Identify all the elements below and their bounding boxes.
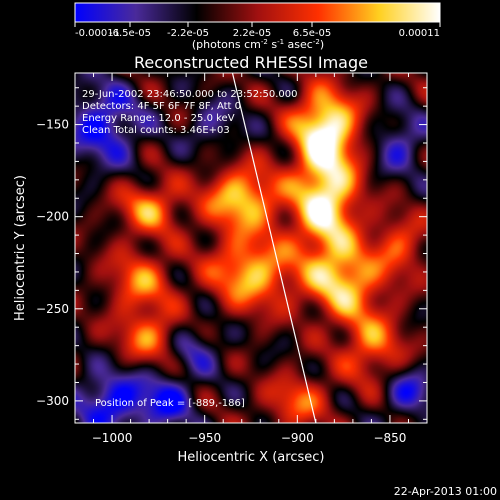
heatmap-area bbox=[75, 73, 427, 423]
y-tick-label: −200 bbox=[36, 210, 69, 224]
annotation-line: Clean Total counts: 3.46E+03 bbox=[82, 125, 230, 136]
y-axis: −300 −250 −200 −150 bbox=[36, 87, 427, 420]
solar-limb-line bbox=[231, 73, 317, 423]
x-tick-label: −1000 bbox=[92, 431, 133, 445]
y-axis-label: Heliocentric Y (arcsec) bbox=[13, 175, 28, 321]
y-tick-label: −250 bbox=[36, 302, 69, 316]
plot-frame bbox=[74, 72, 428, 424]
colorbar-tick-label: 2.2e-05 bbox=[233, 28, 271, 39]
y-tick-label: −300 bbox=[36, 394, 69, 408]
annotation-block: 29-Jun-2002 23:46:50.000 to 23:52:50.000… bbox=[82, 89, 298, 136]
annotation-line: Detectors: 4F 5F 6F 7F 8F, Att 0 bbox=[82, 101, 241, 112]
colorbar-tick-label: -2.2e-05 bbox=[167, 28, 209, 39]
x-tick-label: −900 bbox=[281, 431, 314, 445]
colorbar-tick-label: 6.5e-05 bbox=[293, 28, 331, 39]
x-tick-label: −950 bbox=[188, 431, 221, 445]
colorbar-tick-label: -0.00011 bbox=[75, 28, 120, 39]
y-tick-label: −150 bbox=[36, 118, 69, 132]
chart-title: Reconstructed RHESSI Image bbox=[134, 53, 368, 72]
colorbar-gradient bbox=[74, 2, 441, 23]
annotation-line: 29-Jun-2002 23:46:50.000 to 23:52:50.000 bbox=[82, 89, 298, 100]
footer-date: 22-Apr-2013 01:00 bbox=[394, 485, 497, 498]
x-axis-label: Heliocentric X (arcsec) bbox=[178, 450, 325, 465]
colorbar: -0.00011-6.5e-05 -2.2e-05 2.2e-05 6.5e-05 0.… bbox=[74, 2, 441, 51]
x-axis: −1000 −950 −900 −850 bbox=[92, 73, 428, 445]
annotation-line: Energy Range: 12.0 - 25.0 keV bbox=[82, 113, 235, 124]
x-tick-label: −850 bbox=[373, 431, 406, 445]
colorbar-units: (photons cm-2 s-1 asec-2) bbox=[192, 38, 324, 51]
colorbar-tick-label: 0.00011 bbox=[399, 28, 440, 39]
peak-position-label: Position of Peak = [-889,-186] bbox=[95, 398, 245, 409]
colorbar-tick-label: -6.5e-05 bbox=[109, 28, 151, 39]
heatmap-image bbox=[75, 73, 427, 423]
